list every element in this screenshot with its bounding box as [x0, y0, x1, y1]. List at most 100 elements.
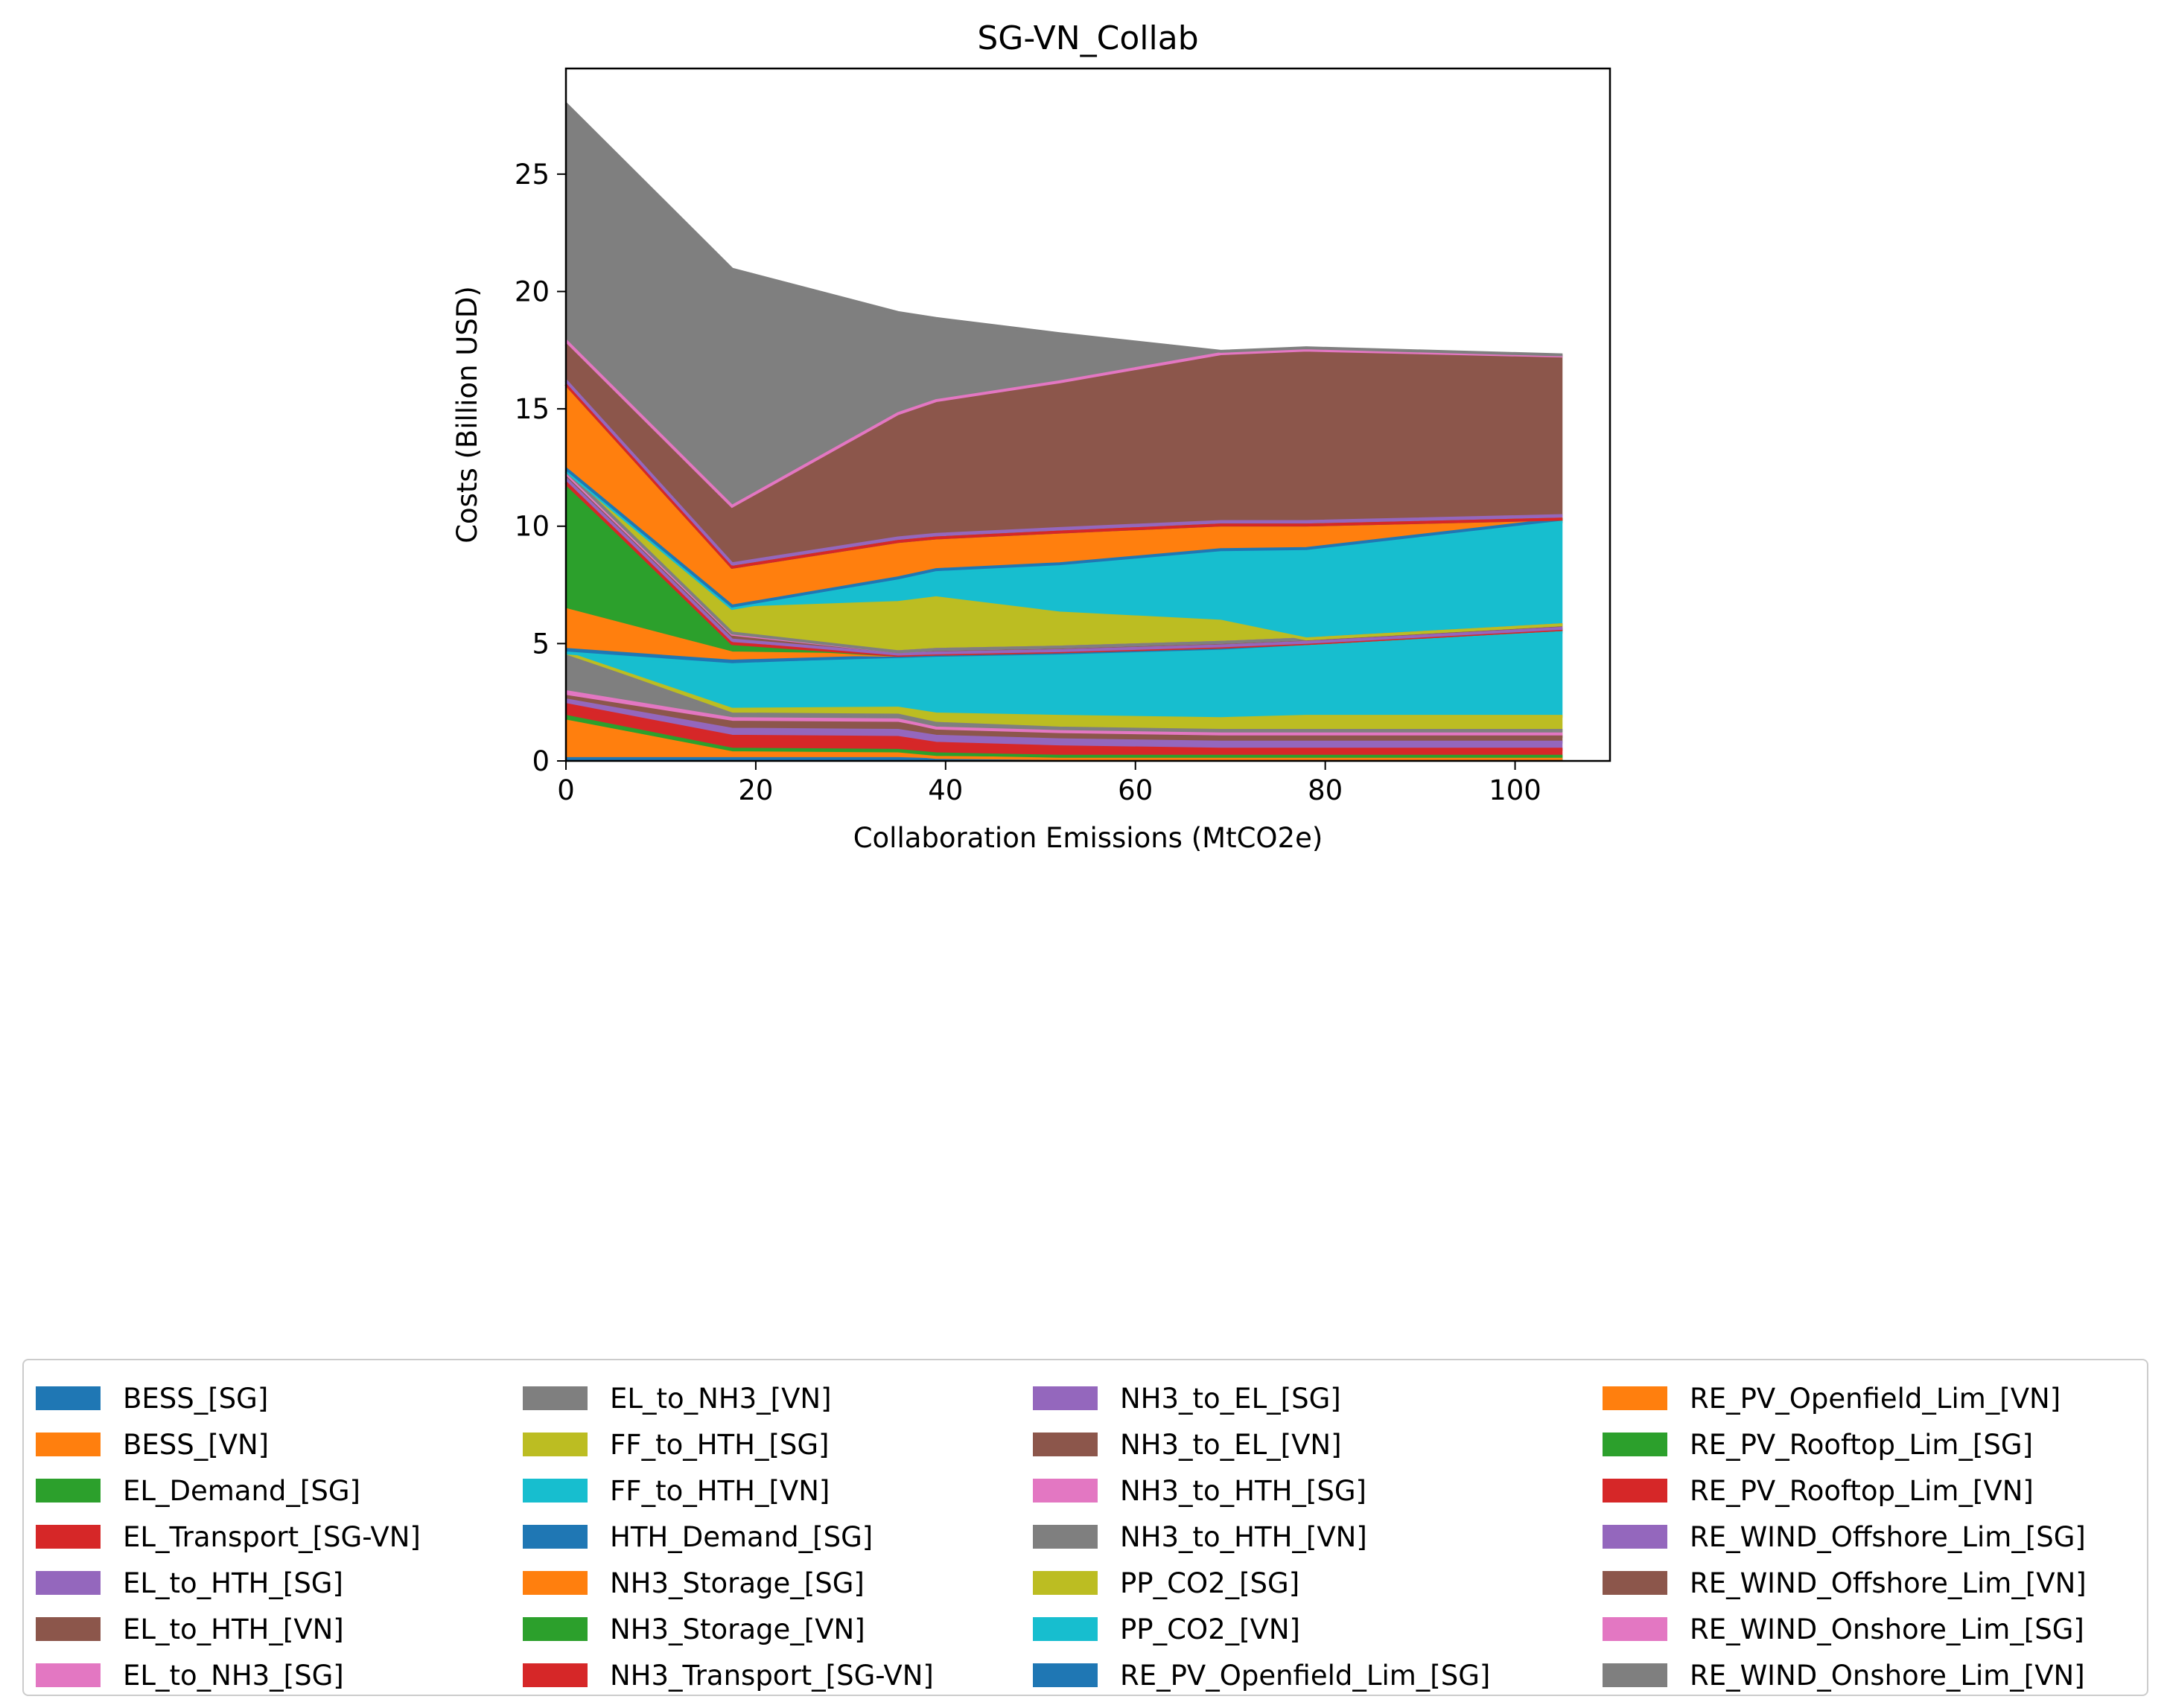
legend-item: NH3_Storage_[VN]: [523, 1606, 934, 1652]
area-EL_Transport_[SG-VN]: [566, 704, 1563, 756]
edge-EL_to_HTH_[SG]: [565, 698, 1563, 744]
y-tick-label: 15: [515, 393, 550, 425]
legend-swatch: [1033, 1571, 1098, 1595]
legend-swatch: [523, 1479, 588, 1503]
area-RE_WIND_Onshore_Lim_[VN]: [566, 103, 1563, 506]
legend-item: NH3_Storage_[SG]: [523, 1560, 934, 1606]
legend-label: NH3_to_EL_[SG]: [1120, 1382, 1341, 1415]
legend-swatch: [1603, 1433, 1667, 1456]
legend-item: EL_to_NH3_[VN]: [523, 1375, 934, 1421]
plot-frame: [564, 67, 1611, 762]
legend-swatch: [1603, 1386, 1667, 1410]
area-EL_to_HTH_[SG]: [566, 700, 1563, 750]
legend-item: EL_to_NH3_[SG]: [36, 1652, 421, 1698]
x-tick-label: 60: [1118, 774, 1153, 806]
edge-EL_to_HTH_[VN]: [565, 695, 1563, 738]
legend-swatch: [1603, 1479, 1667, 1503]
area-edges: [564, 102, 1563, 762]
legend-item: RE_PV_Openfield_Lim_[SG]: [1033, 1652, 1490, 1698]
legend-label: RE_PV_Rooftop_Lim_[VN]: [1690, 1474, 2034, 1507]
legend-swatch: [36, 1617, 101, 1641]
legend-item: PP_CO2_[SG]: [1033, 1560, 1490, 1606]
legend-item: NH3_to_HTH_[VN]: [1033, 1514, 1490, 1560]
edge-PP_CO2_[VN]: [564, 470, 1563, 611]
legend-item: RE_WIND_Onshore_Lim_[VN]: [1603, 1652, 2087, 1698]
edge-FF_to_HTH_[SG]: [565, 651, 1563, 721]
legend-swatch: [523, 1617, 588, 1641]
edge-RE_WIND_Offshore_Lim_[SG]: [564, 379, 1563, 566]
area-RE_PV_Openfield_Lim_[VN]: [566, 384, 1563, 606]
legend-label: RE_WIND_Offshore_Lim_[SG]: [1690, 1520, 2086, 1553]
legend-item: FF_to_HTH_[SG]: [523, 1421, 934, 1468]
edge-EL_Demand_[SG]: [565, 715, 1563, 758]
legend-item: BESS_[SG]: [36, 1375, 421, 1421]
legend-label: NH3_Transport_[SG-VN]: [610, 1659, 934, 1692]
area-PP_CO2_[VN]: [566, 471, 1563, 640]
legend-label: EL_to_NH3_[SG]: [123, 1659, 344, 1692]
edge-RE_WIND_Offshore_Lim_[VN]: [564, 343, 1563, 511]
legend-swatch: [523, 1525, 588, 1549]
legend-item: EL_Demand_[SG]: [36, 1468, 421, 1514]
legend-item: RE_PV_Rooftop_Lim_[SG]: [1603, 1421, 2087, 1468]
edge-EL_to_NH3_[VN]: [565, 654, 1563, 733]
legend-label: NH3_Storage_[VN]: [610, 1613, 865, 1645]
legend-item: NH3_to_EL_[SG]: [1033, 1375, 1490, 1421]
legend-column: BESS_[SG] BESS_[VN] EL_Demand_[SG] EL_Trans…: [36, 1375, 421, 1698]
x-axis-label: Collaboration Emissions (MtCO2e): [853, 822, 1323, 854]
legend-item: FF_to_HTH_[VN]: [523, 1468, 934, 1514]
legend-column: NH3_to_EL_[SG] NH3_to_EL_[VN] NH3_to_HTH_[…: [1033, 1375, 1490, 1698]
legend-label: EL_to_HTH_[VN]: [123, 1613, 344, 1645]
legend-label: RE_PV_Openfield_Lim_[VN]: [1690, 1382, 2061, 1415]
legend-label: HTH_Demand_[SG]: [610, 1520, 874, 1553]
legend-swatch: [36, 1479, 101, 1503]
legend-label: EL_to_HTH_[SG]: [123, 1567, 343, 1599]
edge-RE_WIND_Onshore_Lim_[VN]: [564, 102, 1563, 357]
legend-item: RE_PV_Openfield_Lim_[VN]: [1603, 1375, 2087, 1421]
edge-NH3_to_HTH_[VN]: [564, 470, 1563, 654]
x-tick-label: 0: [557, 774, 575, 806]
legend-label: NH3_Storage_[SG]: [610, 1567, 865, 1599]
y-axis-label: Costs (Billion USD): [451, 286, 483, 544]
legend-item: BESS_[VN]: [36, 1421, 421, 1468]
legend-swatch: [523, 1571, 588, 1595]
legend-label: PP_CO2_[SG]: [1120, 1567, 1300, 1599]
legend-label: EL_Transport_[SG-VN]: [123, 1520, 421, 1553]
area-FF_to_HTH_[VN]: [566, 631, 1563, 719]
y-tick-label: 20: [515, 275, 550, 307]
x-tick-label: 20: [738, 774, 773, 806]
legend-swatch: [1033, 1525, 1098, 1549]
legend-label: BESS_[VN]: [123, 1428, 270, 1461]
legend-item: NH3_to_HTH_[SG]: [1033, 1468, 1490, 1514]
legend-swatch: [36, 1663, 101, 1687]
area-FF_to_HTH_[SG]: [566, 652, 1563, 731]
legend-swatch: [36, 1525, 101, 1549]
x-axis-ticks: 0 20 40 60 80 100: [557, 761, 1541, 806]
area-BESS_[VN]: [566, 721, 1563, 760]
legend-item: HTH_Demand_[SG]: [523, 1514, 934, 1560]
legend-item: RE_PV_Rooftop_Lim_[VN]: [1603, 1468, 2087, 1514]
legend-label: RE_WIND_Onshore_Lim_[VN]: [1690, 1659, 2085, 1692]
edge-EL_Transport_[SG-VN]: [565, 703, 1563, 751]
area-RE_WIND_Offshore_Lim_[SG]: [566, 380, 1563, 567]
legend-swatch: [523, 1433, 588, 1456]
edge-PP_CO2_[SG]: [564, 470, 1563, 641]
legend-label: BESS_[SG]: [123, 1382, 269, 1415]
legend-swatch: [36, 1571, 101, 1595]
legend-swatch: [1033, 1663, 1098, 1687]
legend-label: EL_Demand_[SG]: [123, 1474, 360, 1507]
legend-swatch: [1033, 1433, 1098, 1456]
legend-item: RE_WIND_Offshore_Lim_[VN]: [1603, 1560, 2087, 1606]
y-axis-ticks: 0 5 10 15 20 25: [515, 159, 566, 777]
chart-title: SG-VN_Collab: [977, 19, 1198, 57]
y-tick-label: 10: [515, 511, 550, 543]
legend-swatch: [1603, 1525, 1667, 1549]
legend-swatch: [1603, 1571, 1667, 1595]
legend-item: EL_to_HTH_[SG]: [36, 1560, 421, 1606]
legend-item: PP_CO2_[VN]: [1033, 1606, 1490, 1652]
legend-item: EL_Transport_[SG-VN]: [36, 1514, 421, 1560]
x-tick-label: 80: [1308, 774, 1343, 806]
legend-swatch: [1033, 1479, 1098, 1503]
edge-RE_PV_Rooftop_Lim_[VN]: [564, 383, 1563, 570]
legend-item: NH3_Transport_[SG-VN]: [523, 1652, 934, 1698]
legend-item: RE_WIND_Onshore_Lim_[SG]: [1603, 1606, 2087, 1652]
